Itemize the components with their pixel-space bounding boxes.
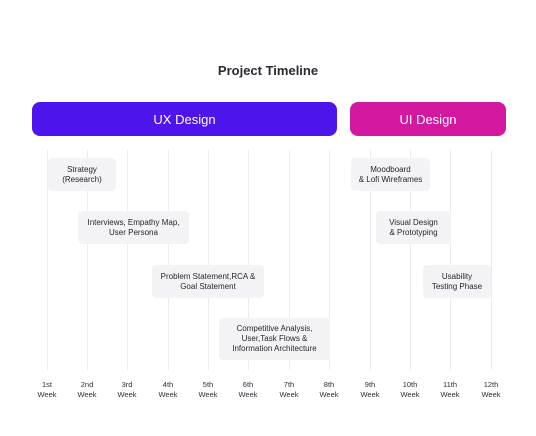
week-label-11: 11th Week bbox=[430, 380, 470, 400]
week-label-10: 10th Week bbox=[390, 380, 430, 400]
week-unit: Week bbox=[400, 390, 420, 399]
gridline-week-5 bbox=[208, 150, 209, 370]
week-label-1: 1st Week bbox=[27, 380, 67, 400]
week-number: 5th bbox=[202, 380, 214, 389]
task-text: Moodboard bbox=[370, 164, 411, 174]
task-text: (Research) bbox=[62, 174, 102, 184]
gridline-week-1 bbox=[47, 150, 48, 370]
week-number: 12th bbox=[483, 380, 499, 389]
task-usability-testing: Usability Testing Phase bbox=[423, 265, 491, 298]
task-text: Usability bbox=[441, 271, 473, 281]
gridline-week-8 bbox=[329, 150, 330, 370]
week-unit: Week bbox=[158, 390, 178, 399]
week-label-12: 12th Week bbox=[471, 380, 511, 400]
week-number: 9th bbox=[364, 380, 376, 389]
week-unit: Week bbox=[319, 390, 339, 399]
task-competitive-analysis: Competitive Analysis, User,Task Flows & … bbox=[219, 318, 330, 360]
task-text: Competitive Analysis, bbox=[236, 324, 313, 333]
task-problem-statement: Problem Statement,RCA & Goal Statement bbox=[152, 265, 264, 298]
task-text: Testing Phase bbox=[431, 281, 483, 291]
week-label-4: 4th Week bbox=[148, 380, 188, 400]
gridline-week-10 bbox=[410, 150, 411, 370]
week-number: 8th bbox=[323, 380, 335, 389]
task-text: Visual Design bbox=[389, 217, 438, 227]
week-unit: Week bbox=[360, 390, 380, 399]
week-label-7: 7th Week bbox=[269, 380, 309, 400]
week-number: 6th bbox=[242, 380, 254, 389]
task-text: Goal Statement bbox=[180, 281, 236, 291]
week-unit: Week bbox=[440, 390, 460, 399]
task-text: Interviews, Empathy Map, bbox=[87, 217, 180, 227]
week-number: 7th bbox=[283, 380, 295, 389]
week-unit: Week bbox=[117, 390, 137, 399]
week-number: 10th bbox=[402, 380, 418, 389]
week-label-6: 6th Week bbox=[228, 380, 268, 400]
week-label-5: 5th Week bbox=[188, 380, 228, 400]
gridline-week-11 bbox=[450, 150, 451, 370]
gridline-week-9 bbox=[370, 150, 371, 370]
task-text: Strategy bbox=[67, 164, 97, 174]
task-text: User,Task Flows & bbox=[241, 334, 308, 343]
week-unit: Week bbox=[198, 390, 218, 399]
week-unit: Week bbox=[481, 390, 501, 399]
week-label-8: 8th Week bbox=[309, 380, 349, 400]
week-number: 11th bbox=[442, 380, 458, 389]
task-text: & Prototyping bbox=[389, 227, 438, 237]
task-text: Information Architecture bbox=[232, 344, 317, 353]
task-strategy: Strategy (Research) bbox=[48, 158, 116, 191]
week-number: 4th bbox=[162, 380, 174, 389]
task-interviews: Interviews, Empathy Map, User Persona bbox=[78, 211, 189, 244]
week-unit: Week bbox=[279, 390, 299, 399]
task-text: User Persona bbox=[109, 227, 158, 237]
gridline-week-3 bbox=[127, 150, 128, 370]
gridline-week-2 bbox=[87, 150, 88, 370]
page-title: Project Timeline bbox=[217, 63, 319, 78]
phase-ux-design: UX Design bbox=[32, 102, 337, 136]
week-number: 3rd bbox=[121, 380, 133, 389]
week-unit: Week bbox=[238, 390, 258, 399]
task-visual-design: Visual Design & Prototyping bbox=[376, 211, 451, 244]
task-moodboard: Moodboard & Lofi Wireframes bbox=[351, 158, 430, 191]
week-unit: Week bbox=[77, 390, 97, 399]
week-unit: Week bbox=[37, 390, 57, 399]
week-label-2: 2nd Week bbox=[67, 380, 107, 400]
week-label-9: 9th Week bbox=[350, 380, 390, 400]
gridline-week-7 bbox=[289, 150, 290, 370]
gridline-week-6 bbox=[248, 150, 249, 370]
phase-ui-design: UI Design bbox=[350, 102, 506, 136]
task-text: & Lofi Wireframes bbox=[358, 174, 423, 184]
gridline-week-12 bbox=[491, 150, 492, 370]
week-number: 1st bbox=[41, 380, 52, 389]
week-label-3: 3rd Week bbox=[107, 380, 147, 400]
week-number: 2nd bbox=[80, 380, 94, 389]
gridline-week-4 bbox=[168, 150, 169, 370]
task-text: Problem Statement,RCA & bbox=[160, 271, 256, 281]
